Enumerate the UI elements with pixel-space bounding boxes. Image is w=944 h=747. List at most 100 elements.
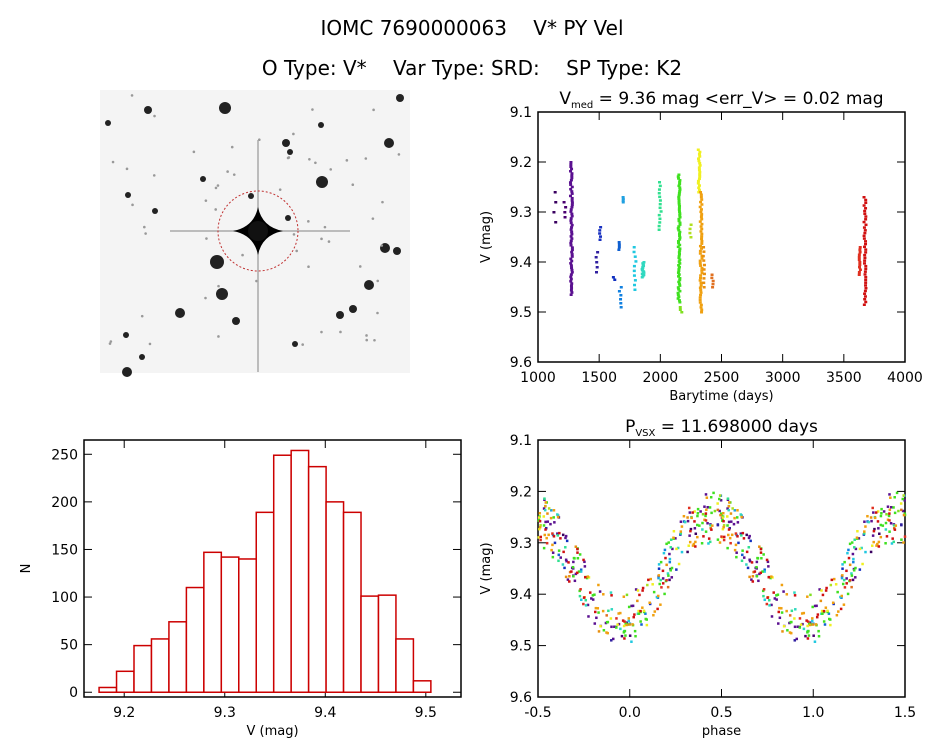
- data-point: [747, 546, 751, 549]
- data-point: [876, 510, 880, 513]
- data-point: [678, 284, 682, 287]
- data-point: [756, 556, 759, 560]
- data-point: [678, 262, 682, 265]
- data-point: [699, 230, 703, 233]
- data-point: [564, 534, 568, 538]
- data-point: [809, 593, 812, 597]
- data-point: [827, 612, 831, 615]
- data-point: [582, 602, 585, 606]
- data-point: [702, 281, 706, 285]
- faint-star: [125, 167, 129, 171]
- data-point: [621, 197, 625, 201]
- data-point: [634, 588, 638, 591]
- data-point: [864, 275, 868, 279]
- data-point: [552, 535, 556, 538]
- data-point: [881, 524, 885, 527]
- data-point: [811, 617, 814, 620]
- data-point: [597, 583, 600, 587]
- data-point: [702, 268, 706, 271]
- data-point: [887, 514, 891, 518]
- data-point: [570, 255, 574, 258]
- histogram-bar: [185, 586, 205, 693]
- data-point: [846, 592, 850, 596]
- data-point: [869, 550, 873, 554]
- data-point: [758, 572, 761, 576]
- y-tick-label: 9.6: [510, 355, 532, 371]
- data-point: [562, 201, 566, 204]
- histogram-bar: [255, 511, 275, 693]
- data-point: [882, 510, 886, 513]
- data-point: [658, 195, 662, 199]
- faint-star: [130, 94, 134, 97]
- data-point: [766, 596, 769, 599]
- data-point: [871, 506, 874, 510]
- data-point: [708, 540, 712, 544]
- data-point: [855, 536, 859, 539]
- data-point: [561, 563, 565, 566]
- data-point: [697, 168, 701, 172]
- data-point: [762, 594, 765, 598]
- data-point: [753, 570, 757, 573]
- data-point: [637, 609, 640, 613]
- data-point: [677, 177, 681, 180]
- data-point: [661, 569, 665, 573]
- data-point: [569, 219, 573, 222]
- data-point: [640, 276, 644, 279]
- data-point: [700, 242, 704, 245]
- data-point: [864, 281, 868, 284]
- data-point: [632, 615, 635, 619]
- data-point: [872, 511, 875, 514]
- data-point: [671, 547, 674, 551]
- data-point: [762, 588, 766, 591]
- star: [384, 138, 394, 148]
- data-point: [539, 538, 542, 542]
- data-point: [841, 582, 845, 586]
- data-point: [552, 509, 556, 512]
- data-point: [677, 208, 681, 212]
- data-point: [678, 249, 682, 252]
- data-point: [780, 611, 784, 614]
- data-point: [828, 618, 832, 621]
- data-point: [815, 604, 818, 608]
- data-point: [569, 284, 573, 288]
- spectral-type: SP Type: K2: [566, 56, 683, 80]
- faint-star: [192, 150, 196, 154]
- data-point: [570, 201, 574, 204]
- faint-star: [131, 203, 134, 207]
- y-tick-label: 250: [51, 447, 78, 463]
- data-point: [900, 538, 903, 541]
- data-point: [745, 533, 748, 537]
- data-point: [677, 275, 681, 278]
- faint-star: [214, 208, 217, 211]
- star-name: V* PY Vel: [533, 16, 624, 40]
- data-point: [565, 539, 569, 543]
- data-point: [572, 575, 575, 578]
- faint-star: [301, 343, 304, 346]
- data-point: [863, 209, 867, 213]
- data-point: [669, 546, 673, 549]
- data-point: [590, 597, 593, 600]
- faint-star: [380, 244, 384, 247]
- data-point: [902, 513, 906, 517]
- data-point: [699, 195, 703, 199]
- data-point: [552, 211, 556, 214]
- data-point: [713, 509, 717, 513]
- data-point: [570, 203, 574, 207]
- faint-star: [364, 157, 368, 160]
- data-point: [622, 595, 626, 598]
- data-point: [702, 259, 706, 262]
- data-point: [699, 264, 703, 267]
- chart-title: PVSX = 11.698000 days: [625, 417, 818, 439]
- data-point: [739, 532, 743, 535]
- y-tick-label: 9.6: [510, 690, 532, 706]
- data-point: [698, 173, 702, 176]
- data-point: [778, 606, 781, 610]
- data-point: [634, 634, 637, 638]
- y-tick-label: 200: [51, 495, 78, 511]
- data-point: [697, 152, 701, 156]
- y-tick-label: 150: [51, 542, 78, 558]
- star-id: IOMC 7690000063: [320, 16, 507, 40]
- data-point: [736, 509, 739, 512]
- data-point: [628, 623, 631, 626]
- x-axis-label: phase: [702, 724, 741, 739]
